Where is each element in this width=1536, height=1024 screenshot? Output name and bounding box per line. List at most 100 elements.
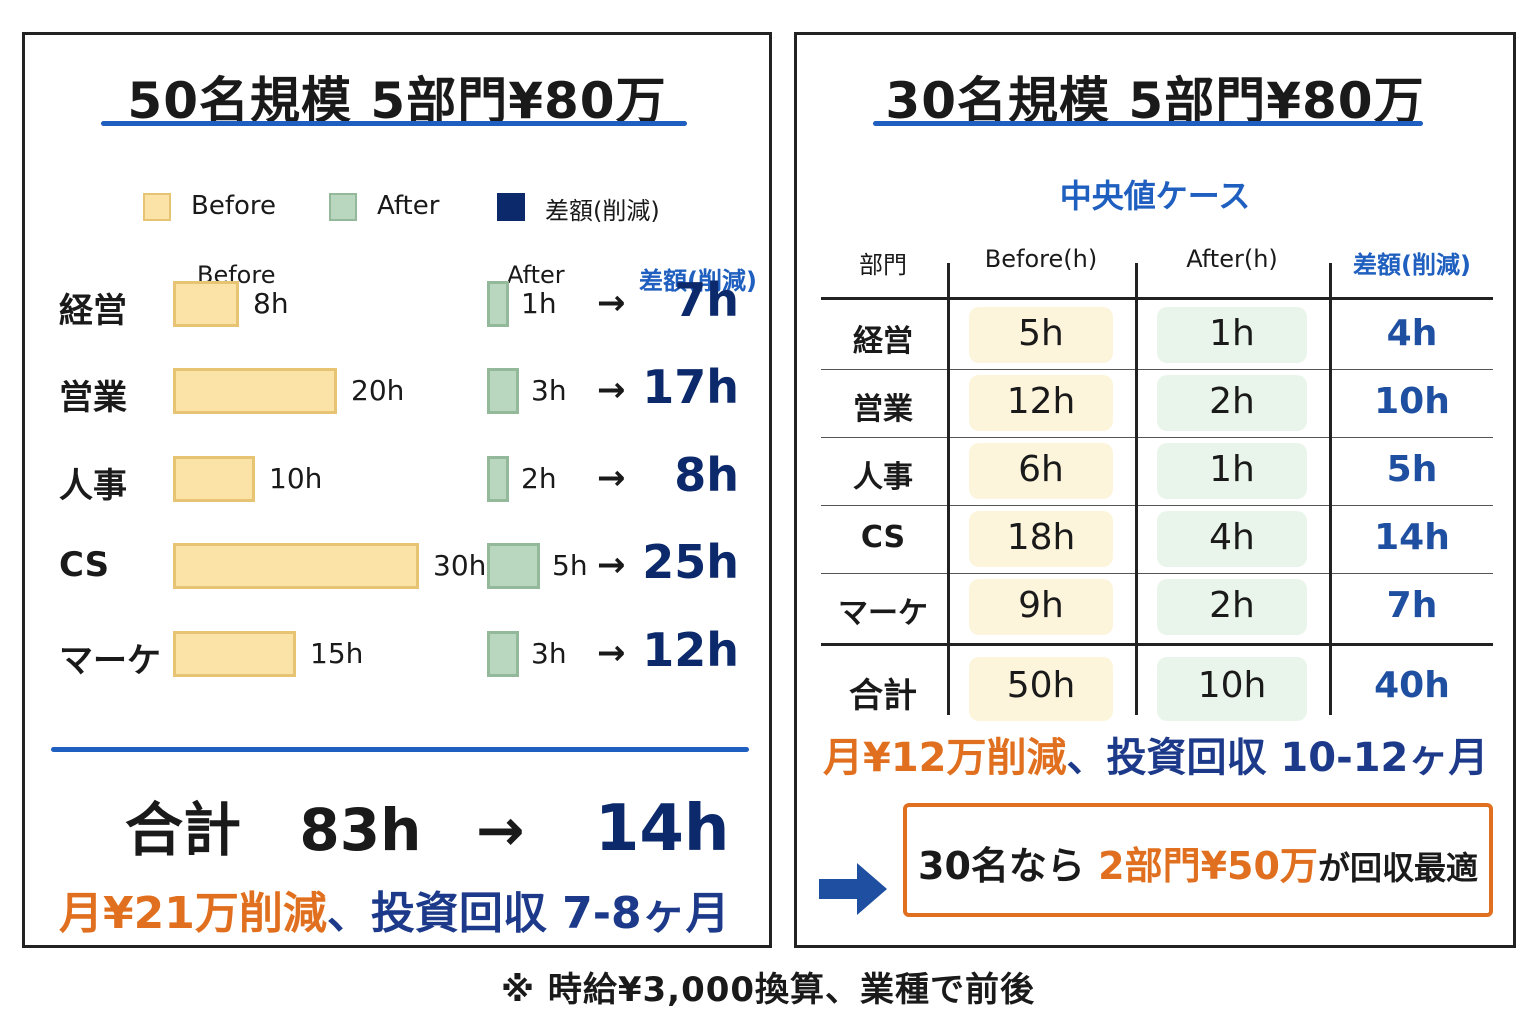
left-title-underline (101, 121, 687, 126)
legend-label-after: After (377, 191, 440, 221)
table-cell: 営業 (853, 392, 913, 427)
table-hline (821, 643, 1493, 646)
row-arrow: → (597, 545, 626, 585)
row-arrow: → (597, 458, 626, 498)
bar-after (487, 631, 519, 677)
table-vline (1135, 263, 1138, 715)
cell-background (969, 579, 1113, 635)
table-total-cell: 40h (1374, 665, 1450, 706)
bar-before (173, 543, 419, 589)
table-cell: 1h (1209, 449, 1255, 490)
table-cell: 2h (1209, 381, 1255, 422)
table-total-cell: 50h (1006, 665, 1076, 706)
rec-suffix: が回収最適 (1317, 849, 1478, 887)
table-cell: 経営 (853, 324, 913, 359)
table-header-diff: 差額(削減) (1353, 251, 1471, 279)
cell-background (1157, 579, 1307, 635)
total-line: 合計 83h → 14h (125, 783, 729, 867)
bar-before-label: 15h (310, 637, 364, 670)
bar-before (173, 281, 239, 327)
diff-label: 17h (642, 360, 739, 414)
row-arrow: → (597, 370, 626, 410)
table-hline (821, 369, 1493, 370)
category-label: 人事 (59, 466, 127, 506)
cell-background (1157, 511, 1307, 567)
table-cell: 18h (1006, 517, 1076, 558)
cell-background (1157, 307, 1307, 363)
cell-background (1157, 375, 1307, 431)
legend-label-before: Before (191, 191, 277, 221)
right-payback: 投資回収 10-12ヶ月 (1106, 735, 1489, 781)
table-cell: 5h (1018, 313, 1064, 354)
table-cell: 9h (1018, 585, 1064, 626)
right-title-underline (873, 121, 1423, 126)
bar-before-label: 10h (269, 462, 323, 495)
bar-after (487, 368, 519, 414)
category-label: 経営 (59, 291, 127, 331)
left-separator: 、 (326, 888, 371, 939)
bar-after (487, 281, 509, 327)
cell-background (969, 443, 1113, 499)
left-title: 50名規模 5部門¥80万 (127, 72, 667, 130)
row-arrow: → (597, 283, 626, 323)
table-cell: 6h (1018, 449, 1064, 490)
bar-after-label: 2h (521, 462, 557, 495)
bar-after (487, 456, 509, 502)
table-cell: 4h (1386, 313, 1438, 354)
category-label: マーケ (59, 641, 161, 681)
table-cell: 人事 (853, 460, 913, 495)
table-hline (821, 437, 1493, 438)
table-hline (821, 297, 1493, 300)
table-header-dept: 部門 (859, 251, 907, 279)
bar-before (173, 456, 255, 502)
left-savings: 月¥21万削減 (59, 888, 327, 939)
left-payback: 投資回収 7-8ヶ月 (370, 888, 730, 939)
table-vline (1329, 263, 1332, 715)
right-arrow-icon (819, 863, 887, 915)
rec-highlight: 2部門¥50万 (1098, 844, 1318, 888)
cell-background (969, 657, 1113, 721)
right-subtitle: 中央値ケース (1059, 177, 1251, 215)
left-summary: 月¥21万削減、投資回収 7-8ヶ月 (59, 877, 730, 941)
cell-background (969, 307, 1113, 363)
total-arrow: → (475, 796, 525, 864)
right-summary: 月¥12万削減、投資回収 10-12ヶ月 (823, 725, 1488, 783)
col-head-diff: 差額(削減) (639, 267, 757, 295)
bar-after-label: 1h (521, 287, 557, 320)
legend-swatch-before (143, 193, 171, 221)
table-cell: 10h (1374, 381, 1450, 422)
row-arrow: → (597, 633, 626, 673)
footnote: ※ 時給¥3,000換算、業種で前後 (500, 970, 1036, 1010)
total-after: 14h (594, 792, 730, 866)
bar-before-label: 8h (253, 287, 289, 320)
diff-label: 8h (674, 448, 739, 502)
diff-label: 12h (642, 623, 739, 677)
cell-background (1157, 443, 1307, 499)
category-label: 営業 (59, 378, 127, 418)
bar-after-label: 5h (552, 549, 588, 582)
table-hline (821, 505, 1493, 506)
bar-before-label: 30h (433, 549, 487, 582)
bar-after-label: 3h (531, 637, 567, 670)
total-divider (51, 747, 749, 752)
table-hline (821, 573, 1493, 574)
table-cell: CS (860, 520, 906, 555)
bar-before-label: 20h (351, 374, 405, 407)
right-separator: 、 (1066, 735, 1107, 781)
col-head-after: After (507, 261, 565, 289)
bar-after-label: 3h (531, 374, 567, 407)
table-cell: 4h (1209, 517, 1255, 558)
legend-label-diff: 差額(削減) (545, 197, 660, 225)
right-panel: 30名規模 5部門¥80万 中央値ケース 部門 Before(h) After(… (794, 32, 1516, 948)
table-cell: 5h (1386, 449, 1438, 490)
diff-label: 25h (642, 535, 739, 589)
legend-swatch-after (329, 193, 357, 221)
bar-before (173, 631, 296, 677)
table-header-before: Before(h) (984, 245, 1098, 273)
table-cell: 12h (1006, 381, 1076, 422)
rec-prefix: 30名なら (918, 844, 1085, 888)
right-savings: 月¥12万削減 (823, 735, 1067, 781)
table-cell: マーケ (838, 596, 928, 631)
cell-background (969, 375, 1113, 431)
total-label: 合計 (125, 796, 242, 864)
